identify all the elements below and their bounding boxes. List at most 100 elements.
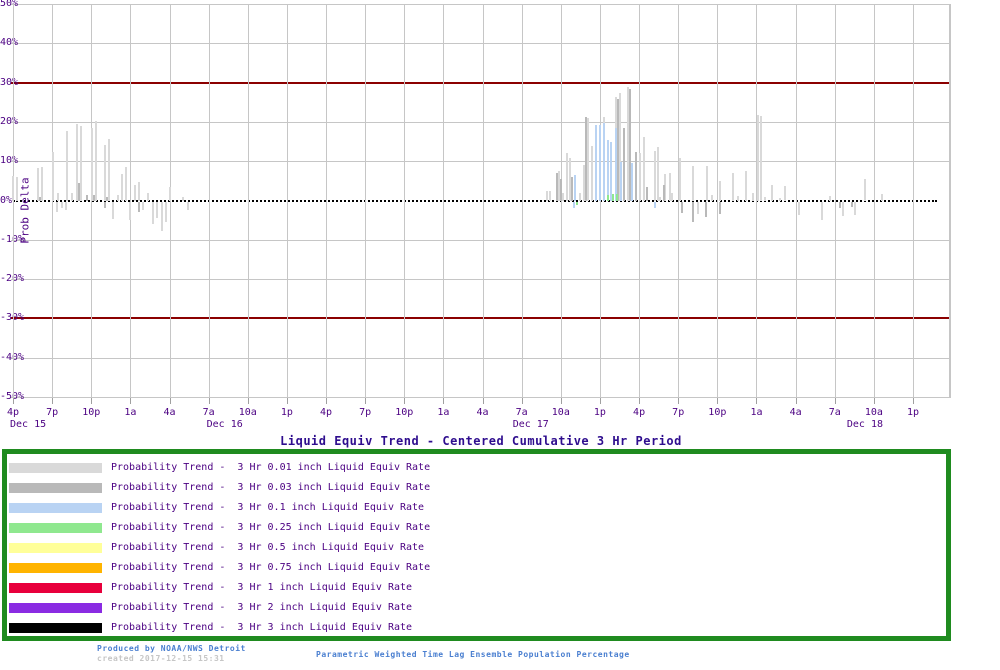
gridline-vertical xyxy=(13,4,14,398)
x-tick-mark xyxy=(521,398,523,404)
prob-delta-bar-p001 xyxy=(745,170,748,201)
legend-row: Probability Trend - 3 Hr 2 inch Liquid E… xyxy=(7,598,946,618)
prob-delta-bar-p003 xyxy=(851,202,854,207)
legend-label: Probability Trend - 3 Hr 0.1 inch Liquid… xyxy=(111,502,425,513)
prob-delta-bar-p01 xyxy=(631,163,634,201)
prob-delta-bar-p001 xyxy=(706,165,709,201)
prob-delta-bar-p001 xyxy=(79,126,82,201)
prob-delta-bar-p001 xyxy=(643,137,646,201)
gridline-vertical xyxy=(912,4,914,398)
prob-delta-bar-p001 xyxy=(691,166,694,201)
prob-delta-bar-p001 xyxy=(697,202,700,214)
y-tick-label: -30% xyxy=(0,313,30,323)
x-tick-label: 10p xyxy=(395,407,414,418)
prob-delta-bar-p01 xyxy=(610,141,613,201)
legend-row: Probability Trend - 3 Hr 0.03 inch Liqui… xyxy=(7,478,946,498)
gridline-vertical xyxy=(560,4,562,398)
gridline-vertical xyxy=(52,4,54,398)
prob-delta-bar-p01 xyxy=(602,122,605,201)
gridline-horizontal xyxy=(11,279,949,281)
prob-delta-bar-p001 xyxy=(37,167,40,201)
gridline-vertical xyxy=(326,4,328,398)
prob-delta-bar-p003 xyxy=(646,186,649,201)
prob-delta-bar-p01 xyxy=(607,139,610,201)
prob-delta-bar-p003 xyxy=(839,202,842,208)
prob-delta-bar-p001 xyxy=(784,186,786,201)
gridline-horizontal xyxy=(11,43,949,45)
prob-delta-bar-p001 xyxy=(94,121,97,201)
legend-row: Probability Trend - 3 Hr 0.1 inch Liquid… xyxy=(7,498,946,518)
gridline-horizontal xyxy=(11,397,949,398)
prob-delta-bar-p003 xyxy=(77,183,80,201)
gridline-vertical xyxy=(404,4,406,398)
x-tick-label: 7p xyxy=(672,407,685,418)
prob-delta-bar-p001 xyxy=(548,191,551,201)
legend-row: Probability Trend - 3 Hr 3 inch Liquid E… xyxy=(7,618,946,638)
prob-delta-bar-p003 xyxy=(719,202,722,214)
x-date-label: Dec 16 xyxy=(206,419,243,430)
legend-label: Probability Trend - 3 Hr 1 inch Liquid E… xyxy=(111,582,413,593)
prob-delta-bar-p001 xyxy=(668,172,671,201)
prob-delta-bar-p001 xyxy=(181,197,184,201)
x-tick-label: 10a xyxy=(551,407,570,418)
prob-delta-bar-p001 xyxy=(863,178,866,201)
gridline-vertical xyxy=(678,4,680,398)
x-tick-label: 10a xyxy=(238,407,257,418)
footer-produced-by: Produced by NOAA/NWS Detroit xyxy=(97,644,246,653)
prob-delta-bar-p001 xyxy=(779,197,782,201)
gridline-vertical xyxy=(795,4,797,398)
prob-delta-bar-p001 xyxy=(56,193,59,201)
footer-created-timestamp: created 2017-12-15 15:31 xyxy=(97,654,225,663)
prob-delta-bar-p001 xyxy=(619,92,622,201)
legend-swatch-p075 xyxy=(9,563,102,573)
x-tick-mark xyxy=(326,398,328,404)
footer-description: Parametric Weighted Time Lag Ensemble Po… xyxy=(316,650,630,659)
prob-delta-bar-p003 xyxy=(616,98,619,201)
x-tick-mark xyxy=(639,398,641,404)
prob-delta-bar-p001 xyxy=(160,202,163,232)
prob-delta-bar-p001 xyxy=(103,145,106,201)
x-tick-mark xyxy=(91,398,93,404)
legend-panel: Probability Trend - 3 Hr 0.01 inch Liqui… xyxy=(2,449,951,641)
x-date-label: Dec 17 xyxy=(512,419,549,430)
legend-row: Probability Trend - 3 Hr 0.25 inch Liqui… xyxy=(7,518,946,538)
prob-delta-bar-p001 xyxy=(760,116,763,201)
prob-delta-bar-p001 xyxy=(12,176,14,201)
legend-row: Probability Trend - 3 Hr 0.5 inch Liquid… xyxy=(7,538,946,558)
gridline-horizontal xyxy=(11,239,949,241)
legend-row: Probability Trend - 3 Hr 1 inch Liquid E… xyxy=(7,578,946,598)
x-tick-mark xyxy=(130,398,132,404)
x-tick-mark xyxy=(365,398,367,404)
legend-swatch-p3 xyxy=(9,623,102,633)
legend-swatch-p001 xyxy=(9,463,102,473)
x-date-label: Dec 15 xyxy=(10,419,47,430)
prob-delta-bar-p003 xyxy=(584,117,587,201)
prob-delta-bar-p001 xyxy=(842,202,845,216)
prob-delta-bar-p003 xyxy=(571,177,574,201)
prob-delta-bar-p001 xyxy=(121,173,124,201)
prob-delta-bar-p01 xyxy=(572,202,575,208)
prob-delta-bar-p003 xyxy=(634,152,637,201)
x-tick-mark xyxy=(52,398,54,404)
gridline-vertical xyxy=(482,4,484,398)
prob-delta-bar-p001 xyxy=(151,202,154,224)
prob-delta-bar-p001 xyxy=(164,202,167,222)
x-tick-label: 7p xyxy=(359,407,372,418)
zero-reference-line xyxy=(13,199,937,202)
prob-delta-bar-p01 xyxy=(614,128,617,201)
prob-delta-bar-p001 xyxy=(137,181,140,201)
x-tick-mark xyxy=(599,398,601,404)
prob-delta-bar-p001 xyxy=(653,151,656,201)
prob-delta-bar-p025 xyxy=(607,195,610,201)
gridline-vertical xyxy=(130,4,132,398)
gridline-vertical xyxy=(756,4,758,398)
y-tick-label: 40% xyxy=(0,37,19,49)
prob-delta-bar-p001 xyxy=(557,171,560,201)
gridline-vertical xyxy=(286,4,288,398)
prob-delta-bar-p001 xyxy=(583,165,586,201)
legend-swatch-p05 xyxy=(9,543,102,553)
x-date-label: Dec 18 xyxy=(846,419,883,430)
legend-label: Probability Trend - 3 Hr 0.5 inch Liquid… xyxy=(111,542,425,553)
prob-delta-bar-p001 xyxy=(638,152,641,201)
y-tick-label: 20% xyxy=(0,115,19,127)
